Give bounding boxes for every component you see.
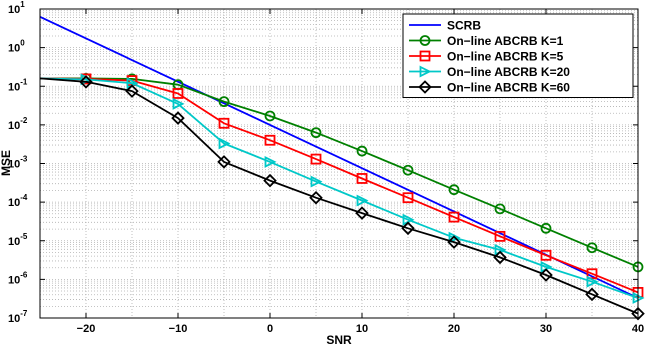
data-point bbox=[494, 203, 506, 215]
data-point bbox=[402, 164, 414, 176]
data-point bbox=[79, 75, 93, 89]
data-point bbox=[631, 306, 645, 321]
legend-entry: On−line ABCRB K=20 bbox=[409, 65, 570, 79]
legend-entry: On−line ABCRB K=1 bbox=[409, 34, 564, 48]
series-line bbox=[39, 77, 639, 315]
data-point bbox=[171, 111, 185, 125]
series-line bbox=[39, 15, 639, 299]
x-tick-label: 10 bbox=[356, 323, 368, 335]
x-tick-label: −20 bbox=[77, 323, 96, 335]
y-tick-label: 10-3 bbox=[8, 155, 28, 171]
x-tick-label: 30 bbox=[540, 323, 552, 335]
data-point bbox=[310, 127, 322, 139]
legend-entry: On−line ABCRB K=5 bbox=[409, 50, 564, 64]
x-tick-label: 0 bbox=[267, 323, 273, 335]
data-point bbox=[493, 250, 507, 265]
x-tick-label: −10 bbox=[169, 323, 188, 335]
legend-marker bbox=[419, 50, 431, 62]
data-point bbox=[172, 88, 184, 99]
y-axis-title: MSE bbox=[0, 150, 13, 176]
data-point bbox=[356, 194, 369, 207]
data-point bbox=[539, 268, 553, 282]
data-point bbox=[356, 173, 368, 184]
y-tick-label: 10-5 bbox=[8, 232, 28, 248]
data-point bbox=[585, 287, 599, 302]
data-point bbox=[448, 184, 460, 196]
data-point bbox=[494, 230, 506, 242]
series-line bbox=[39, 77, 639, 294]
legend-label: On−line ABCRB K=20 bbox=[447, 65, 570, 79]
legend-marker bbox=[419, 65, 432, 78]
legend-marker bbox=[419, 35, 431, 46]
series-line bbox=[40, 77, 639, 268]
legend-box bbox=[402, 13, 634, 98]
data-point bbox=[586, 242, 598, 254]
x-tick-label: 40 bbox=[632, 323, 644, 335]
data-point bbox=[402, 192, 414, 204]
data-point bbox=[264, 134, 276, 146]
data-point bbox=[217, 155, 231, 169]
legend-label: On−line ABCRB K=5 bbox=[447, 50, 564, 64]
x-tick-label: 20 bbox=[448, 323, 460, 335]
data-point bbox=[309, 190, 323, 205]
y-tick-label: 101 bbox=[8, 0, 25, 16]
data-point bbox=[540, 222, 552, 234]
y-tick-label: 10-1 bbox=[8, 77, 28, 93]
data-point bbox=[263, 173, 277, 188]
legend-label: On−line ABCRB K=1 bbox=[447, 34, 564, 48]
legend-entry: SCRB bbox=[409, 19, 481, 33]
y-tick-label: 10-7 bbox=[8, 309, 28, 325]
y-tick-label: 10-6 bbox=[8, 270, 28, 286]
legend-label: SCRB bbox=[447, 19, 481, 33]
data-point bbox=[540, 249, 552, 261]
data-point bbox=[310, 175, 323, 188]
y-tick-label: 10-2 bbox=[8, 116, 28, 132]
x-axis-title: SNR bbox=[326, 333, 352, 347]
legend-marker bbox=[418, 80, 432, 94]
data-point bbox=[355, 206, 369, 220]
ticks: −20 −10 0 10 20 30 40 10-7 10-6 10-5 10-4 10-3 10-2 1… bbox=[8, 0, 644, 335]
data-point bbox=[218, 117, 230, 129]
series-scrb bbox=[39, 15, 639, 299]
data-point bbox=[172, 97, 185, 110]
data-point bbox=[264, 110, 276, 122]
data-point bbox=[218, 96, 230, 108]
y-tick-label: 100 bbox=[8, 39, 25, 55]
series-line bbox=[39, 77, 639, 299]
data-point bbox=[586, 275, 599, 288]
data-point bbox=[264, 155, 277, 168]
data-point bbox=[401, 221, 415, 236]
data-point bbox=[356, 145, 368, 157]
data-point bbox=[125, 84, 139, 98]
series-on-line-abcrb-k-60 bbox=[39, 75, 645, 321]
data-point bbox=[586, 268, 598, 280]
series-layer bbox=[39, 15, 645, 321]
y-tick-label: 10-4 bbox=[8, 193, 28, 209]
data-point bbox=[447, 235, 461, 249]
legend-label: On−line ABCRB K=60 bbox=[447, 81, 570, 95]
data-point bbox=[448, 211, 460, 223]
data-point bbox=[310, 153, 322, 165]
legend-entry: On−line ABCRB K=60 bbox=[409, 80, 570, 95]
data-point bbox=[218, 137, 231, 150]
